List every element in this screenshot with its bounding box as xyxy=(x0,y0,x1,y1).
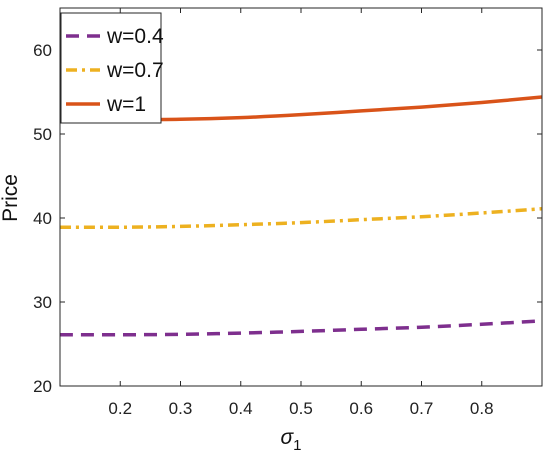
x-tick-label: 0.5 xyxy=(289,399,313,418)
plot-frame xyxy=(59,7,543,387)
legend-label-1: w=0.4 xyxy=(106,25,164,48)
x-tick-label: 0.8 xyxy=(470,399,494,418)
series-line-1 xyxy=(59,319,543,337)
x-tick-label: 0.3 xyxy=(169,399,193,418)
x-axis-title-symbol: σ xyxy=(280,426,294,449)
x-tick-label: 0.4 xyxy=(229,399,253,418)
x-axis-title-subscript: 1 xyxy=(293,437,301,454)
x-tick-label: 0.6 xyxy=(349,399,373,418)
y-tick-label: 30 xyxy=(33,293,52,312)
series-line-2 xyxy=(59,207,543,230)
x-tick-label: 0.7 xyxy=(410,399,434,418)
y-tick-label: 40 xyxy=(33,209,52,228)
legend: w=0.4 w=0.7 w=1 xyxy=(60,12,164,124)
y-tick-label: 50 xyxy=(33,125,52,144)
x-tick-label: 0.2 xyxy=(108,399,132,418)
legend-label-2: w=0.7 xyxy=(106,59,164,82)
legend-label-3: w=1 xyxy=(106,93,146,116)
y-tick-label: 60 xyxy=(33,41,52,60)
y-tick-label: 20 xyxy=(33,377,52,396)
ticks-layer: 0.2 0.3 0.4 0.5 0.6 0.7 0.8 20 30 40 50 60 xyxy=(33,8,542,418)
x-axis-title: σ1 xyxy=(280,426,301,454)
y-axis-title: Price xyxy=(0,174,22,222)
